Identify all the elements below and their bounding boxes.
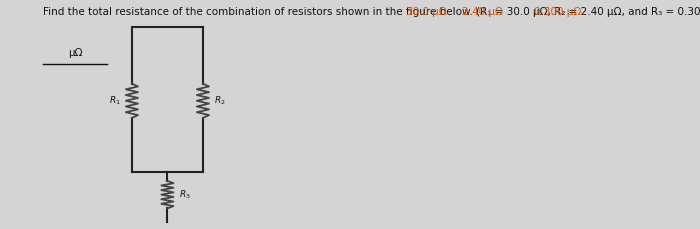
Text: μΩ: μΩ bbox=[68, 48, 83, 58]
Text: 30.0 μΩ: 30.0 μΩ bbox=[406, 7, 447, 17]
Text: $R_1$: $R_1$ bbox=[109, 95, 120, 107]
Text: Find the total resistance of the combination of resistors shown in the figure be: Find the total resistance of the combina… bbox=[43, 7, 700, 17]
Text: 2.40 μΩ: 2.40 μΩ bbox=[462, 7, 503, 17]
Text: $R_2$: $R_2$ bbox=[214, 95, 225, 107]
Text: $R_3$: $R_3$ bbox=[178, 188, 190, 201]
Text: 0.300 μΩ: 0.300 μΩ bbox=[533, 7, 581, 17]
